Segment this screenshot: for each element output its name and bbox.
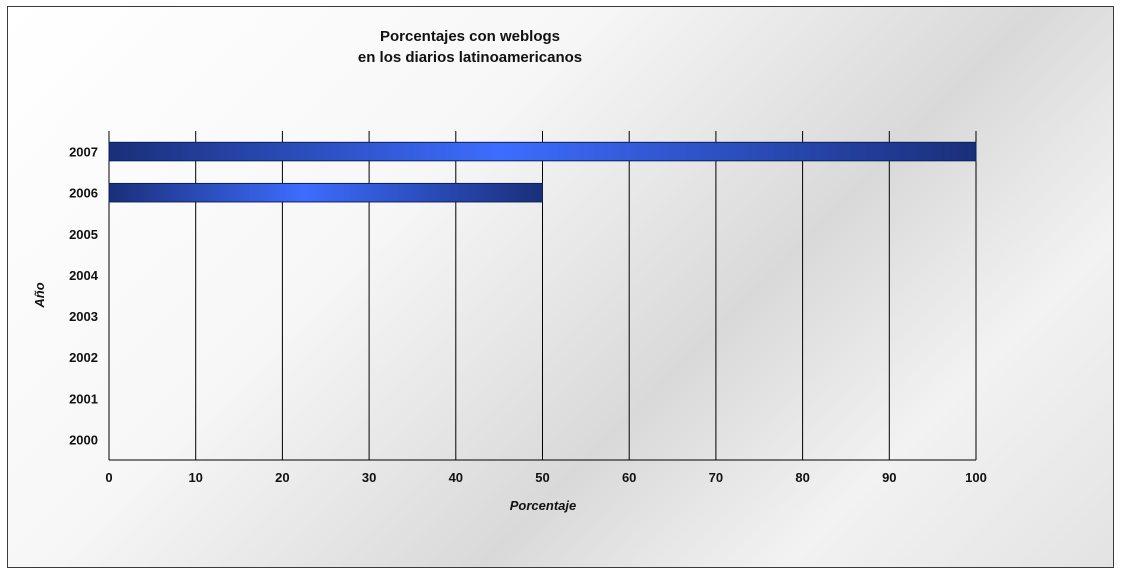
y-tick-label-2000: 2000 [69, 432, 98, 447]
y-tick-label-2006: 2006 [69, 186, 98, 201]
bar-2006 [108, 182, 543, 203]
y-tick-label-2001: 2001 [69, 391, 98, 406]
chart-title-line-1: Porcentajes con weblogs [380, 28, 560, 45]
x-tick-label-60: 60 [622, 470, 636, 485]
y-tick-label-2004: 2004 [69, 268, 99, 283]
x-tick-label-0: 0 [105, 470, 112, 485]
grid-lines [108, 131, 977, 461]
chart-frame: Porcentajes con weblogs en los diarios l… [7, 6, 1114, 568]
x-tick-label-30: 30 [362, 470, 376, 485]
bars [108, 141, 977, 203]
x-tick-labels: 0 10 20 30 40 50 60 70 80 90 100 [105, 470, 986, 485]
x-tick-label-20: 20 [275, 470, 289, 485]
y-tick-labels: 2000 2001 2002 2003 2004 2005 2006 2007 [69, 145, 99, 448]
x-axis-title: Porcentaje [510, 498, 576, 513]
x-tick-label-10: 10 [188, 470, 202, 485]
y-tick-label-2007: 2007 [69, 145, 98, 160]
x-tick-label-50: 50 [535, 470, 549, 485]
chart-title-line-2: en los diarios latinoamericanos [358, 49, 582, 66]
x-tick-label-80: 80 [795, 470, 809, 485]
bar-chart: Porcentajes con weblogs en los diarios l… [32, 28, 987, 513]
y-tick-label-2002: 2002 [69, 350, 98, 365]
x-tick-label-90: 90 [882, 470, 896, 485]
y-axis-title: Año [32, 282, 47, 308]
x-tick-label-70: 70 [709, 470, 723, 485]
bar-2007 [108, 141, 977, 162]
y-tick-label-2003: 2003 [69, 309, 98, 324]
x-tick-label-100: 100 [965, 470, 987, 485]
y-tick-label-2005: 2005 [69, 227, 98, 242]
x-tick-label-40: 40 [449, 470, 463, 485]
